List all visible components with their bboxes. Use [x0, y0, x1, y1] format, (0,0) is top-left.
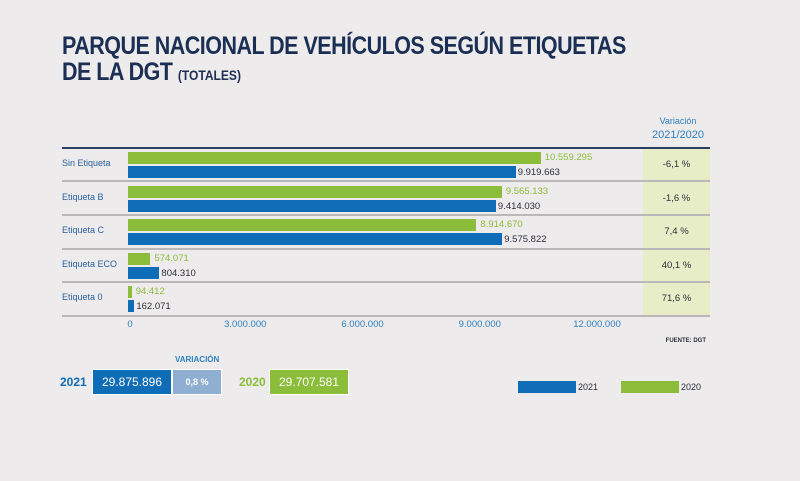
bar-2020 — [128, 286, 132, 298]
x-tick-label: 0 — [127, 319, 133, 330]
row-separator — [62, 214, 710, 216]
bar-2020 — [128, 152, 541, 164]
chart-title-main: PARQUE NACIONAL DE VEHÍCULOS SEGÚN ETIQU… — [62, 32, 626, 86]
data-label-2021: 9.575.822 — [504, 234, 547, 245]
bar-2021 — [128, 300, 135, 312]
chart-subtitle: (TOTALES) — [177, 67, 241, 83]
bar-2020 — [128, 186, 502, 198]
totals-2021-year: 2021 — [60, 375, 87, 389]
category-label: Etiqueta 0 — [62, 292, 103, 302]
variation-value: -6,1 % — [662, 159, 691, 170]
data-label-2020: 8.914.670 — [480, 219, 523, 230]
variation-value: 71,6 % — [661, 293, 692, 304]
totals-variation-value: 0,8 % — [172, 369, 222, 395]
category-label: Etiqueta B — [62, 192, 104, 202]
x-tick-label: 3.000.000 — [224, 319, 267, 330]
variation-value: 7,4 % — [664, 226, 689, 237]
variation-header-label: Variación — [659, 116, 697, 126]
data-label-2020: 574.071 — [154, 253, 189, 264]
variation-value: -1,6 % — [662, 193, 691, 204]
variation-header-years: 2021/2020 — [652, 129, 704, 141]
bar-2020 — [128, 219, 477, 231]
category-label: Etiqueta C — [62, 225, 105, 235]
data-label-2021: 9.414.030 — [497, 201, 541, 212]
data-label-2020: 9.565.133 — [505, 186, 549, 197]
source-note: FUENTE: DGT — [665, 338, 706, 344]
variation-column — [643, 148, 710, 315]
x-tick-label: 12.000.000 — [573, 319, 621, 330]
data-label-2020: 94.412 — [135, 286, 165, 297]
x-tick-label: 9.000.000 — [458, 319, 501, 330]
totals-2020-year: 2020 — [239, 375, 266, 389]
variation-value: 40,1 % — [661, 260, 692, 271]
totals-2020-value: 29.707.581 — [269, 369, 349, 395]
bar-2021 — [128, 233, 503, 245]
data-label-2021: 9.919.663 — [517, 167, 560, 178]
row-separator — [62, 180, 710, 182]
bar-2021 — [128, 267, 160, 279]
category-label: Etiqueta ECO — [62, 259, 118, 269]
row-separator — [62, 248, 710, 250]
totals-2021-value: 29.875.896 — [92, 369, 172, 395]
row-separator — [62, 315, 710, 317]
bar-2020 — [128, 253, 151, 265]
legend-label-2020: 2020 — [681, 382, 702, 392]
row-separator — [62, 281, 710, 283]
legend-swatch-2021 — [518, 381, 576, 393]
bar-2021 — [128, 200, 496, 212]
legend-label-2021: 2021 — [578, 382, 599, 392]
legend-swatch-2020 — [621, 381, 679, 393]
data-label-2020: 10.559.295 — [544, 152, 593, 163]
table-top-rule — [62, 147, 710, 149]
x-tick-label: 6.000.000 — [341, 319, 384, 330]
category-label: Sin Etiqueta — [62, 158, 111, 168]
bar-2021 — [128, 166, 516, 178]
chart-title: PARQUE NACIONAL DE VEHÍCULOS SEGÚN ETIQU… — [62, 33, 647, 88]
data-label-2021: 804.310 — [161, 268, 196, 279]
totals-variation-label: VARIACIÓN — [175, 355, 220, 364]
variation-header: Variación 2021/2020 — [636, 114, 720, 142]
data-label-2021: 162.071 — [136, 301, 171, 312]
